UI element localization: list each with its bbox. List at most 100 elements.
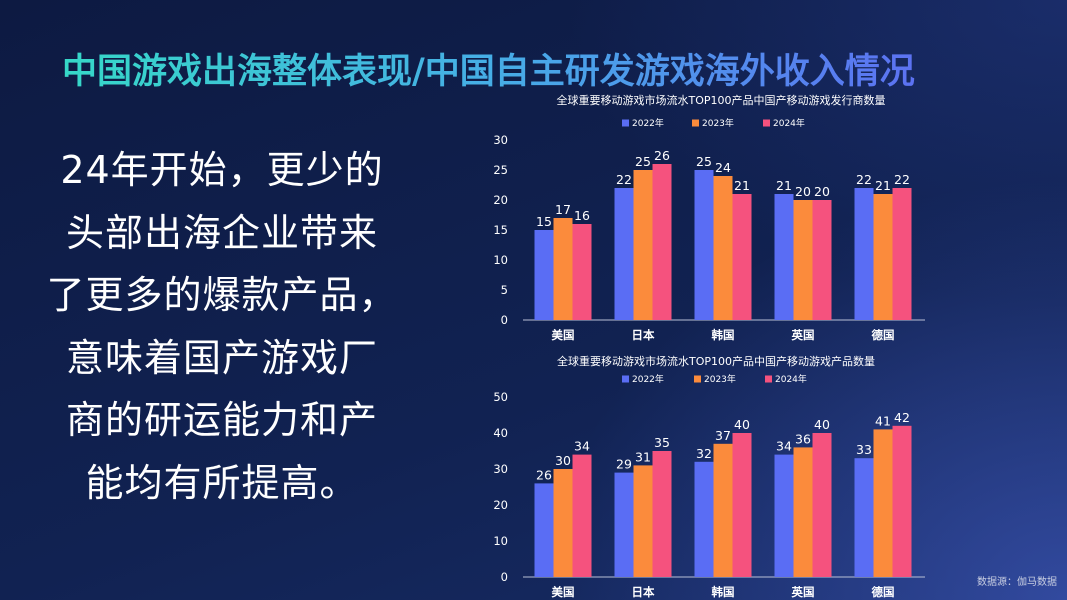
chart2-bar-s2-c3 [713, 443, 733, 577]
chart2-bar-s1-c4 [774, 454, 794, 577]
chart1-bar-s2-c5 [873, 194, 893, 320]
chart1-ytick-label-2: 5 [501, 283, 508, 297]
chart1-ytick-label-4: 15 [493, 223, 508, 237]
chart2-ytick-label-5: 40 [493, 426, 508, 440]
chart1-value-label-s1-c2: 22 [616, 172, 632, 187]
chart2-bar-s2-c4 [793, 447, 813, 577]
chart1-legend-label-2: 2023年 [702, 117, 734, 129]
chart2-bar-s2-c1 [553, 469, 573, 577]
chart1-value-label-s3-c5: 22 [894, 172, 910, 187]
chart1-value-label-s3-c2: 26 [654, 148, 670, 163]
chart2-value-label-s2-c5: 41 [875, 413, 891, 428]
chart1-bar-s1-c4 [774, 194, 794, 320]
chart2-value-label-s2-c4: 36 [795, 431, 811, 446]
slide-title: 中国游戏出海整体表现/中国自主研发游戏海外收入情况 [62, 52, 915, 92]
chart2-ytick-label-3: 20 [493, 498, 508, 512]
body-line-1: 24年开始，更少的 [60, 148, 384, 192]
chart1-legend-swatch-1 [622, 119, 629, 127]
body-line-2: 头部出海企业带来 [65, 210, 378, 255]
chart2-bar-s1-c3 [694, 461, 714, 577]
chart1-value-label-s3-c4: 20 [814, 184, 830, 199]
chart2-value-label-s3-c1: 34 [574, 439, 590, 454]
chart1-value-label-s2-c3: 24 [715, 160, 731, 175]
chart1-ytick-label-5: 20 [493, 193, 508, 207]
chart2-bar-s3-c5 [892, 425, 912, 577]
body-line-4: 意味着国产游戏厂 [65, 335, 378, 380]
chart1-category-label-5: 德国 [871, 328, 895, 342]
chart2-value-label-s2-c3: 37 [715, 428, 731, 443]
chart1-legend-swatch-3 [763, 119, 770, 127]
chart1-value-label-s3-c1: 16 [574, 208, 590, 223]
chart2-legend-swatch-3 [765, 375, 772, 383]
chart1-ytick-label-7: 30 [493, 133, 508, 147]
chart2-value-label-s1-c2: 29 [616, 457, 632, 472]
chart1-bar-s1-c2 [614, 188, 634, 320]
chart2-value-label-s3-c2: 35 [654, 435, 670, 450]
chart1-value-label-s1-c4: 21 [776, 178, 792, 193]
chart1-bar-s1-c3 [694, 170, 714, 320]
chart2-ytick-label-2: 10 [493, 534, 508, 548]
chart1-bar-s2-c3 [713, 176, 733, 320]
body-line-5: 商的研运能力和产 [65, 398, 378, 442]
chart2-value-label-s3-c5: 42 [894, 410, 910, 425]
chart1-bar-s3-c1 [572, 224, 592, 320]
chart1-value-label-s1-c1: 15 [536, 214, 552, 229]
body-text: 24年开始，更少的 头部出海企业带来 了更多的爆款产品， 意味着国产游戏厂 商的… [44, 139, 400, 514]
chart2-bar-s2-c5 [873, 429, 893, 577]
chart1-category-label-3: 韩国 [712, 328, 735, 342]
chart2-title: 全球重要移动游戏市场流水TOP100产品中国产移动游戏产品数量 [557, 354, 875, 368]
chart1-bar-s3-c2 [652, 164, 672, 320]
chart2-legend-label-3: 2024年 [775, 373, 807, 385]
chart1-bar-s3-c5 [892, 188, 912, 320]
chart1-value-label-s2-c1: 17 [555, 202, 571, 217]
chart1-category-label-4: 英国 [791, 328, 815, 342]
chart1-legend-label-3: 2024年 [773, 117, 805, 129]
product-count-chart-svg: 全球重要移动游戏市场流水TOP100产品中国产移动游戏产品数量 2022年 2023… [493, 354, 925, 599]
chart1-bar-s2-c4 [793, 200, 813, 320]
chart2-bar-s1-c5 [854, 458, 874, 577]
product-count-chart: 全球重要移动游戏市场流水TOP100产品中国产移动游戏产品数量 2022年 2023… [470, 350, 940, 600]
chart2-legend-label-1: 2022年 [632, 373, 664, 385]
chart1-value-label-s2-c2: 25 [635, 154, 651, 169]
chart1-ytick-label-6: 25 [493, 163, 508, 177]
chart2-category-label-4: 英国 [791, 585, 815, 599]
chart1-value-label-s2-c5: 21 [875, 178, 891, 193]
data-source-note: 数据源：伽马数据 [977, 577, 1057, 588]
chart2-legend-swatch-2 [694, 375, 701, 383]
chart2-value-label-s2-c1: 30 [555, 453, 571, 468]
chart1-bar-s3-c4 [812, 200, 832, 320]
chart1-bar-s2-c1 [553, 218, 573, 320]
chart2-value-label-s3-c3: 40 [734, 417, 750, 432]
chart2-value-label-s1-c3: 32 [696, 446, 712, 461]
chart2-legend-swatch-1 [622, 375, 629, 383]
publisher-count-chart: 全球重要移动游戏市场流水TOP100产品中国产移动游戏发行商数量 2022年 202… [470, 90, 940, 345]
chart1-category-label-2: 日本 [632, 328, 655, 342]
chart1-bar-s1-c1 [534, 230, 554, 320]
chart2-bar-s2-c2 [633, 465, 653, 577]
chart2-bar-s3-c4 [812, 433, 832, 577]
chart1-bar-s1-c5 [854, 188, 874, 320]
chart2-bar-s3-c1 [572, 454, 592, 577]
chart2-bar-s1-c1 [534, 483, 554, 577]
chart1-value-label-s2-c4: 20 [795, 184, 811, 199]
chart2-ytick-label-4: 30 [493, 462, 508, 476]
chart1-bar-s2-c2 [633, 170, 653, 320]
chart1-value-label-s1-c3: 25 [696, 154, 712, 169]
chart2-category-label-3: 韩国 [712, 585, 735, 599]
chart1-value-label-s1-c5: 22 [856, 172, 872, 187]
chart2-bar-s3-c3 [732, 433, 752, 577]
chart2-value-label-s2-c2: 31 [635, 449, 651, 464]
chart2-value-label-s1-c4: 34 [776, 439, 792, 454]
chart2-legend-label-2: 2023年 [704, 373, 736, 385]
chart1-bar-s3-c3 [732, 194, 752, 320]
chart2-bar-s3-c2 [652, 451, 672, 577]
chart2-value-label-s3-c4: 40 [814, 417, 830, 432]
chart1-value-label-s3-c3: 21 [734, 178, 750, 193]
chart2-bar-s1-c2 [614, 472, 634, 577]
chart1-title: 全球重要移动游戏市场流水TOP100产品中国产移动游戏发行商数量 [556, 93, 885, 107]
chart2-value-label-s1-c5: 33 [856, 442, 872, 457]
chart1-category-label-1: 美国 [552, 328, 575, 342]
chart1-ytick-label-1: 0 [501, 313, 508, 327]
